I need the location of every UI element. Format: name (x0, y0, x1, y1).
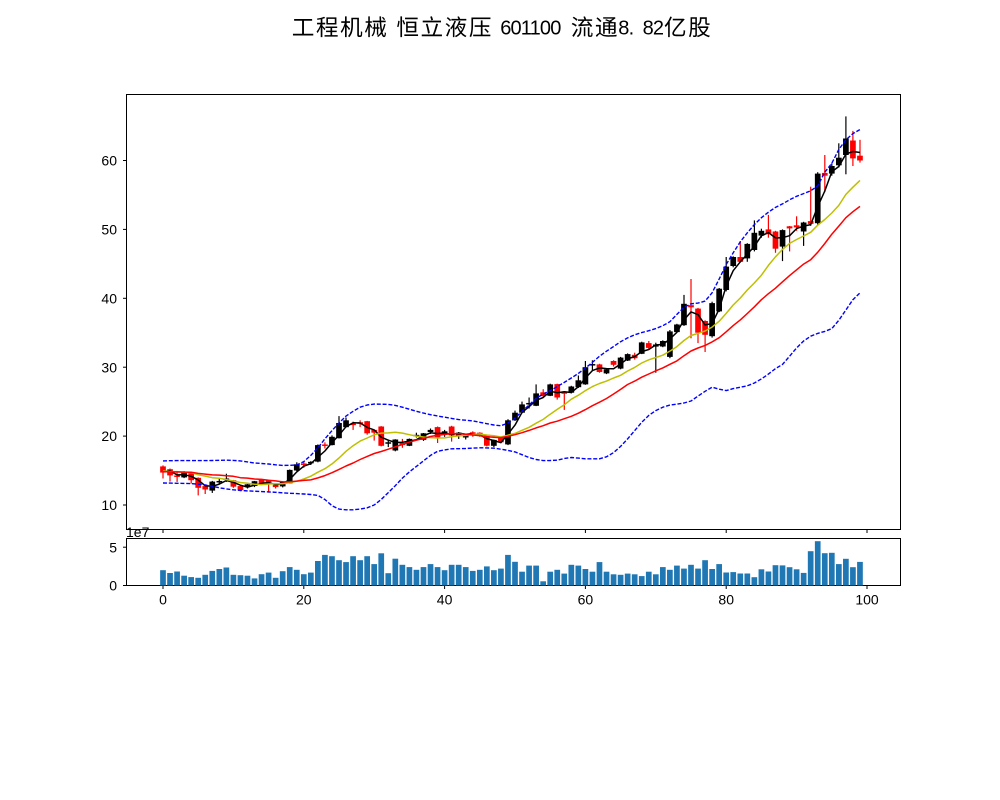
svg-text:30: 30 (101, 359, 117, 375)
svg-text:82: 82 (643, 18, 664, 40)
svg-text:100: 100 (855, 592, 879, 608)
svg-text:20: 20 (101, 428, 117, 444)
svg-text:50: 50 (101, 222, 117, 238)
svg-text:60: 60 (101, 153, 117, 169)
svg-text:5: 5 (109, 539, 117, 555)
svg-text:10: 10 (101, 497, 117, 513)
svg-text:40: 40 (437, 592, 453, 608)
svg-text:60: 60 (578, 592, 594, 608)
svg-text:601100: 601100 (500, 18, 561, 40)
svg-text:0: 0 (159, 592, 167, 608)
svg-text:20: 20 (296, 592, 312, 608)
svg-text:40: 40 (101, 290, 117, 306)
svg-text:80: 80 (718, 592, 734, 608)
svg-text:8: 8 (618, 18, 629, 40)
svg-text:1e7: 1e7 (126, 524, 150, 540)
svg-text:0: 0 (109, 578, 117, 594)
svg-text:.: . (629, 18, 634, 40)
